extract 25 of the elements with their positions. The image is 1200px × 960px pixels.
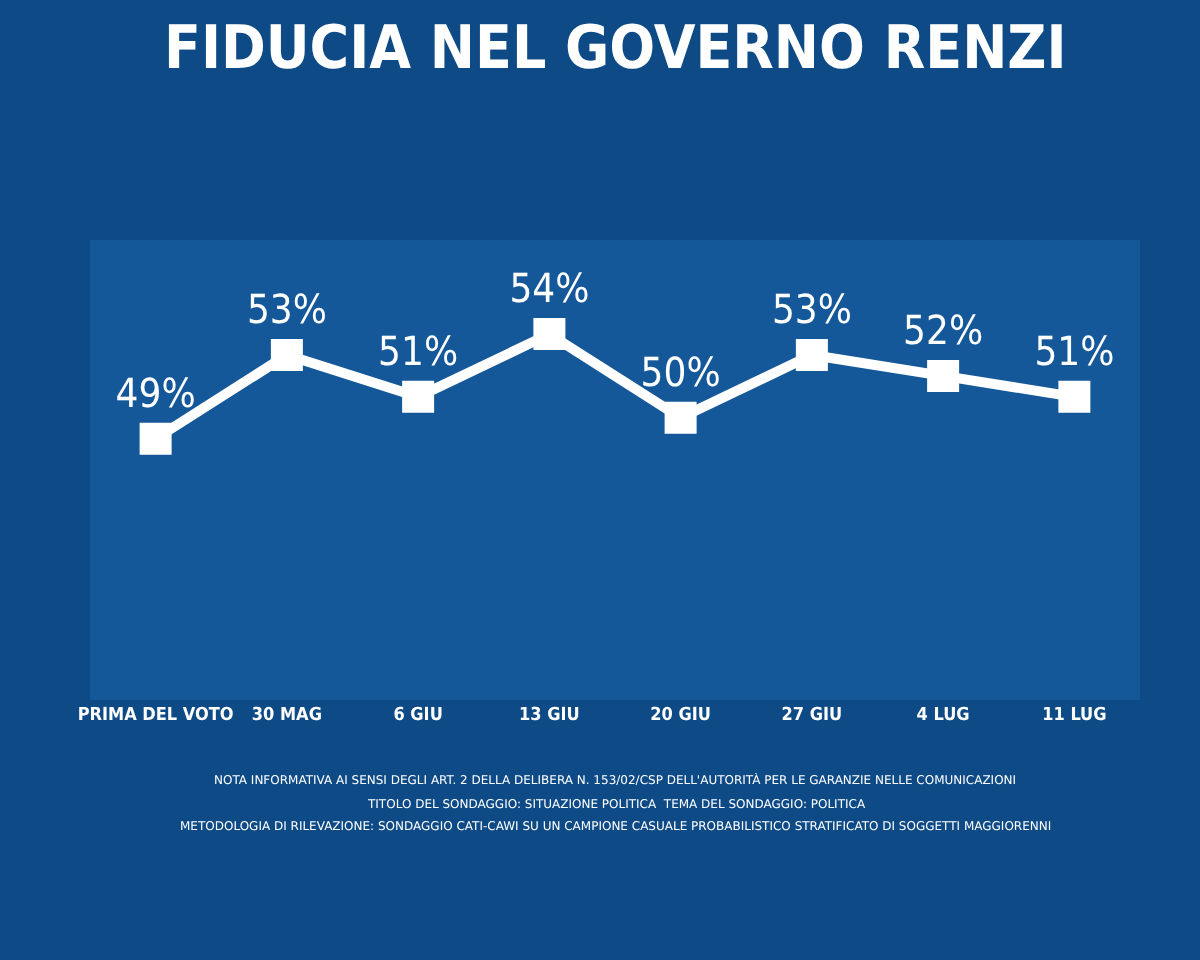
data-label: 50%	[640, 347, 721, 396]
data-label: 52%	[903, 305, 984, 354]
x-tick-label: 30 MAG	[251, 706, 323, 726]
data-label: 51%	[378, 326, 459, 375]
point	[139, 422, 172, 455]
x-tick-label: PRIMA DEL VOTO	[77, 706, 234, 726]
data-label: 54%	[509, 264, 590, 313]
x-tick-label: 27 GIU	[781, 706, 843, 726]
x-tick-label: 11 LUG	[1042, 706, 1108, 726]
x-tick-label: 20 GIU	[650, 706, 711, 726]
data-label: 51%	[1034, 326, 1115, 375]
chart-title: FIDUCIA NEL GOVERNO RENZI	[164, 14, 1067, 84]
point	[795, 339, 828, 371]
data-label: 49%	[115, 368, 196, 417]
x-tick-label: 13 GIU	[519, 706, 580, 726]
point	[664, 401, 697, 434]
x-tick-label: 4 LUG	[916, 706, 971, 726]
data-label: 53%	[771, 285, 852, 333]
point	[270, 339, 303, 371]
point	[927, 359, 960, 392]
point	[402, 380, 435, 413]
point	[533, 318, 566, 351]
point	[1058, 380, 1091, 413]
data-label: 53%	[246, 285, 327, 333]
x-tick-label: 6 GIU	[393, 706, 443, 726]
